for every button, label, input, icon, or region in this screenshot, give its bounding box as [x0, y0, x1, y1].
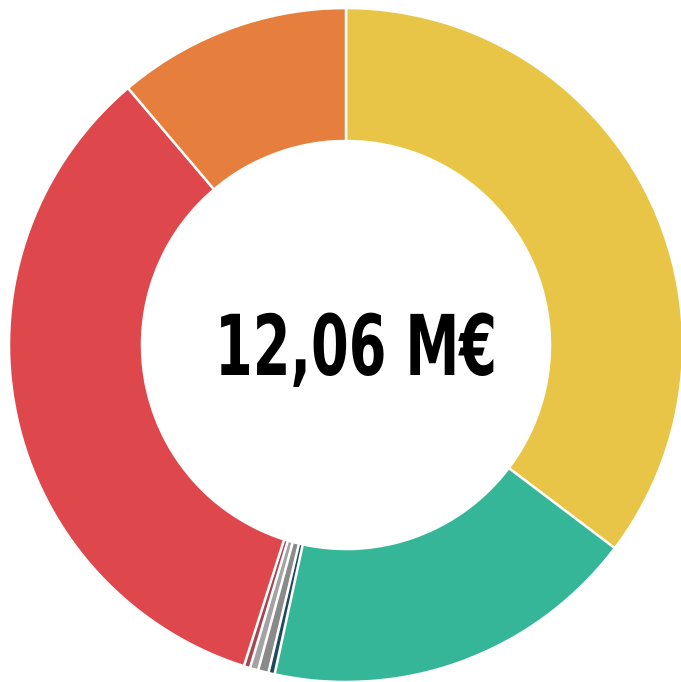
center-label: 12,06 M€ — [215, 297, 497, 395]
slice — [273, 466, 617, 682]
slice — [126, 6, 348, 191]
slices — [7, 6, 681, 682]
slice — [344, 6, 681, 550]
slice — [7, 86, 286, 668]
